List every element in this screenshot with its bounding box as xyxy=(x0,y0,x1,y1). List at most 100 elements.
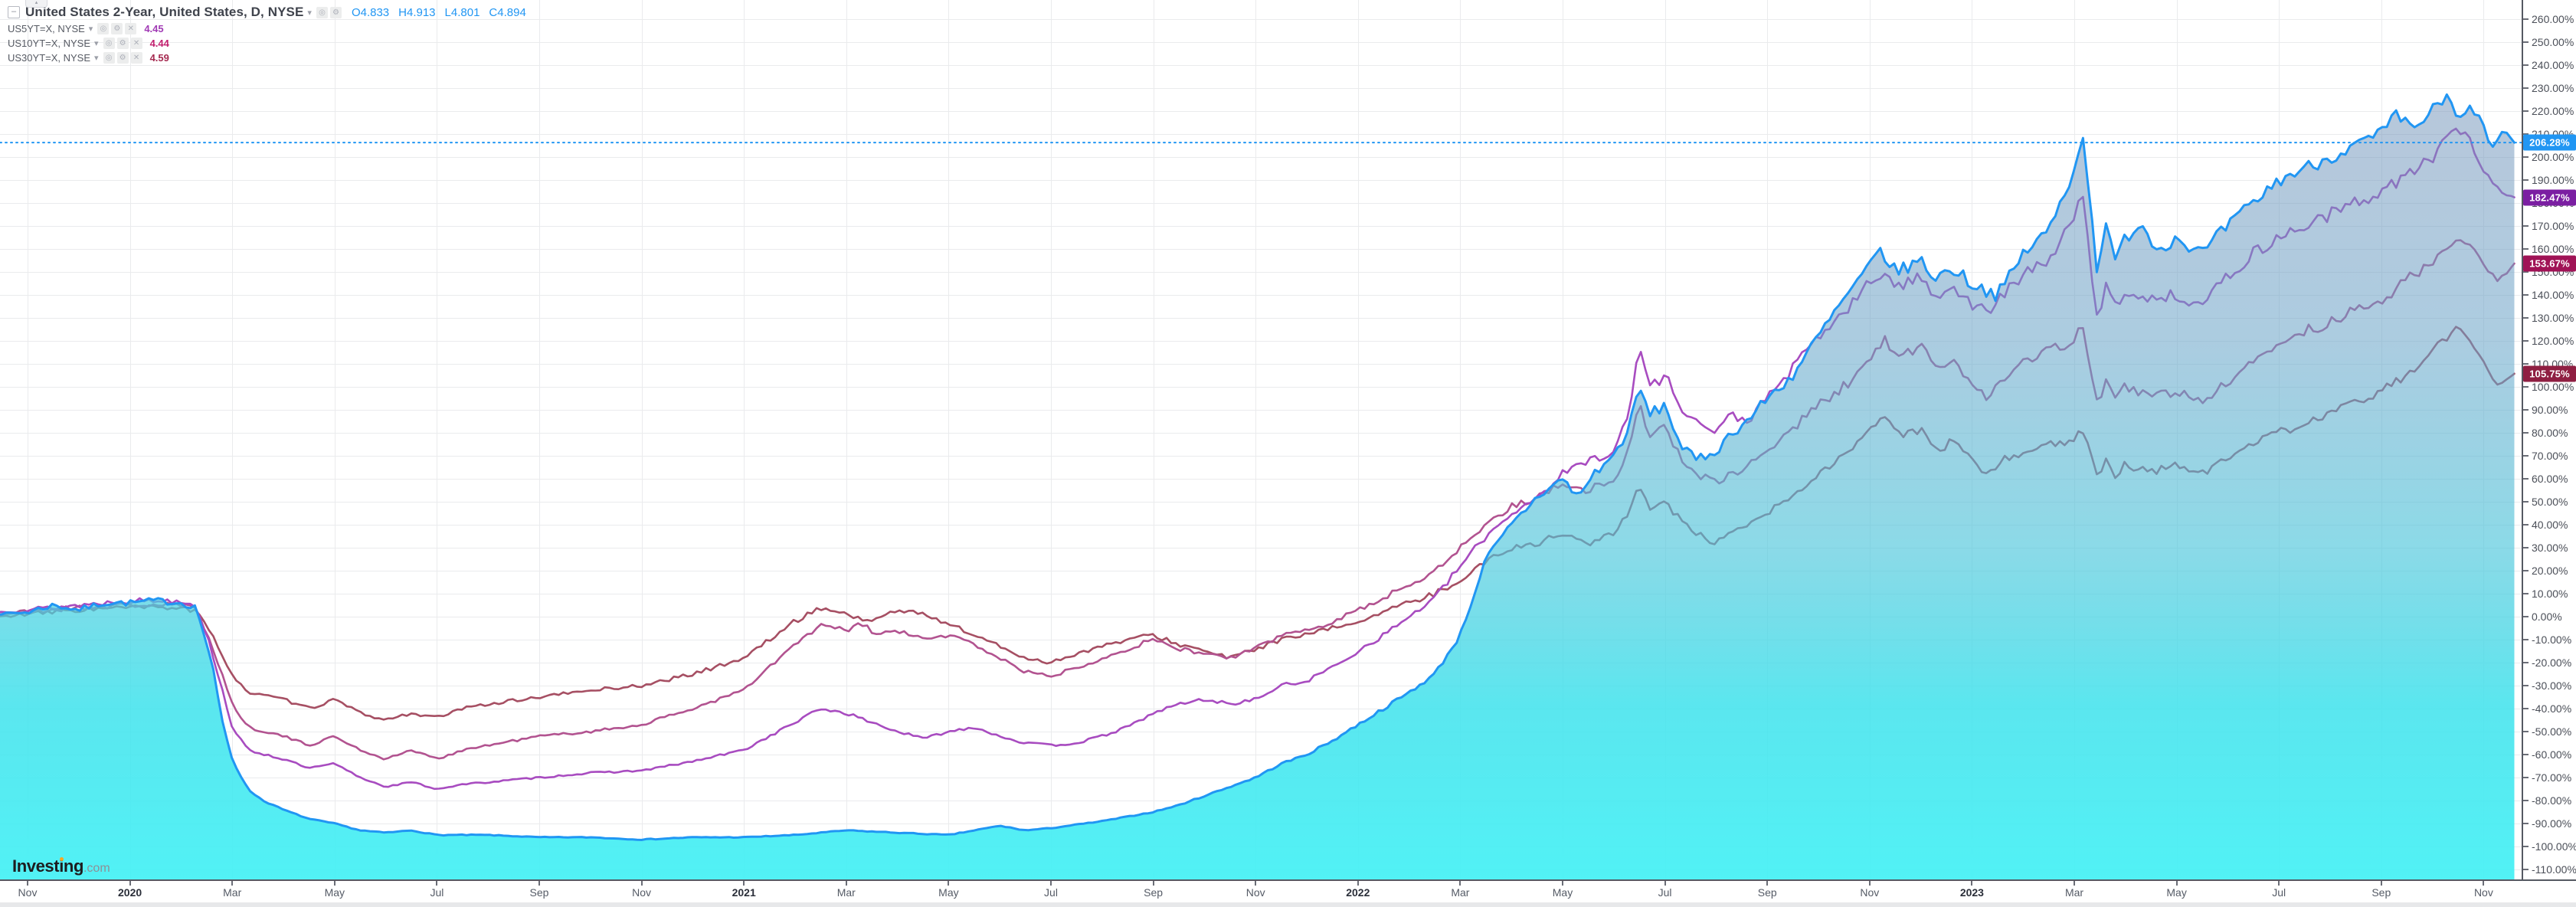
gear-icon[interactable]: ⚙ xyxy=(329,6,342,18)
price-tick-label: 200.00% xyxy=(2532,151,2574,163)
chart-plot-area[interactable] xyxy=(0,0,2522,879)
price-value-badge: 105.75% xyxy=(2523,365,2576,382)
main-symbol-row: – United States 2-Year, United States, D… xyxy=(8,5,526,19)
time-tick-mark xyxy=(1255,881,1257,886)
price-tick-mark xyxy=(2523,570,2529,571)
price-tick-label: 230.00% xyxy=(2532,82,2574,94)
price-tick-mark xyxy=(2523,800,2529,801)
time-tick-mark xyxy=(27,881,28,886)
legend-series-row: US10YT=X, NYSE ▾ ◎ ⚙ ✕ 4.44 xyxy=(8,37,526,49)
time-tick-label: May xyxy=(324,886,345,899)
price-tick-label: 60.00% xyxy=(2532,473,2568,485)
time-tick-label: 2023 xyxy=(1959,886,1984,899)
price-tick-mark xyxy=(2523,731,2529,732)
time-tick-label: Jul xyxy=(1044,886,1058,899)
chevron-down-icon[interactable]: ▾ xyxy=(94,53,99,63)
price-axis[interactable]: 260.00%250.00%240.00%230.00%220.00%210.0… xyxy=(2522,0,2576,879)
time-tick-label: Mar xyxy=(223,886,242,899)
chevron-down-icon[interactable]: ▾ xyxy=(307,8,312,18)
price-tick-mark xyxy=(2523,754,2529,755)
price-tick-mark xyxy=(2523,501,2529,503)
price-value-badge: 153.67% xyxy=(2523,255,2576,272)
price-tick-mark xyxy=(2523,478,2529,480)
price-tick-label: -10.00% xyxy=(2532,634,2572,646)
price-tick-label: 250.00% xyxy=(2532,36,2574,48)
series-symbol[interactable]: US5YT=X, NYSE xyxy=(8,22,85,34)
close-icon[interactable]: ✕ xyxy=(130,51,142,64)
price-tick-mark xyxy=(2523,708,2529,709)
price-tick-mark xyxy=(2523,248,2529,250)
price-tick-mark xyxy=(2523,823,2529,824)
time-tick-mark xyxy=(2278,881,2280,886)
time-tick-mark xyxy=(2483,881,2485,886)
time-tick-mark xyxy=(743,881,745,886)
legend-series-row: US30YT=X, NYSE ▾ ◎ ⚙ ✕ 4.59 xyxy=(8,51,526,64)
price-tick-label: 160.00% xyxy=(2532,243,2574,255)
price-tick-label: -100.00% xyxy=(2532,840,2576,853)
price-tick-label: 130.00% xyxy=(2532,312,2574,324)
price-tick-label: 100.00% xyxy=(2532,381,2574,393)
price-tick-label: 70.00% xyxy=(2532,450,2568,462)
time-tick-mark xyxy=(2175,881,2178,886)
time-tick-mark xyxy=(640,881,643,886)
gear-icon[interactable]: ⚙ xyxy=(111,22,123,34)
time-tick-label: 2021 xyxy=(732,886,756,899)
series-symbol[interactable]: US30YT=X, NYSE xyxy=(8,51,91,64)
time-tick-mark xyxy=(2074,881,2075,886)
time-tick-mark xyxy=(1766,881,1769,886)
main-series-area xyxy=(0,94,2515,879)
time-tick-label: Nov xyxy=(18,886,38,899)
price-tick-label: -110.00% xyxy=(2532,863,2576,876)
gear-icon[interactable]: ⚙ xyxy=(116,51,129,64)
price-tick-label: 90.00% xyxy=(2532,404,2568,416)
time-tick-mark xyxy=(845,881,847,886)
eye-icon[interactable]: ◎ xyxy=(103,51,115,64)
eye-icon[interactable]: ◎ xyxy=(316,6,328,18)
price-tick-mark xyxy=(2523,662,2529,663)
logo-text: Investing xyxy=(12,856,83,876)
price-tick-label: -80.00% xyxy=(2532,794,2572,807)
price-tick-mark xyxy=(2523,846,2529,847)
time-tick-label: Jul xyxy=(430,886,444,899)
chart-canvas[interactable] xyxy=(0,0,2522,879)
close-icon[interactable]: ✕ xyxy=(130,37,142,49)
investing-com-logo[interactable]: Investing.com xyxy=(12,856,110,876)
time-tick-label: Sep xyxy=(1757,886,1777,899)
price-tick-mark xyxy=(2523,547,2529,548)
chevron-down-icon[interactable]: ▾ xyxy=(94,38,99,48)
pane-collapse-tab[interactable]: ▴ xyxy=(25,0,47,8)
high-value: H4.913 xyxy=(398,5,436,19)
price-tick-mark xyxy=(2523,593,2529,594)
close-icon[interactable]: ✕ xyxy=(125,22,137,34)
time-tick-mark xyxy=(1868,881,1871,886)
price-tick-mark xyxy=(2523,363,2529,365)
time-axis[interactable]: Nov 2020 Mar May Jul Sep Nov 2021 Mar May Jul Sep No… xyxy=(0,879,2576,902)
chevron-up-icon: ▴ xyxy=(34,0,38,5)
legend-series-row: US5YT=X, NYSE ▾ ◎ ⚙ ✕ 4.45 xyxy=(8,22,526,34)
price-tick-mark xyxy=(2523,271,2529,273)
price-tick-label: 10.00% xyxy=(2532,588,2568,600)
price-tick-mark xyxy=(2523,685,2529,686)
price-tick-label: 220.00% xyxy=(2532,105,2574,117)
price-tick-label: -70.00% xyxy=(2532,771,2572,784)
eye-icon[interactable]: ◎ xyxy=(97,22,110,34)
time-tick-label: May xyxy=(1552,886,1573,899)
price-value-badge: 182.47% xyxy=(2523,189,2576,206)
eye-icon[interactable]: ◎ xyxy=(103,37,115,49)
time-tick-mark xyxy=(1050,881,1052,886)
time-tick-label: Sep xyxy=(1144,886,1164,899)
symbol-title[interactable]: United States 2-Year, United States, D, … xyxy=(25,5,304,19)
time-tick-label: Sep xyxy=(2371,886,2391,899)
price-tick-label: 260.00% xyxy=(2532,13,2574,25)
legend-collapse-icon[interactable]: – xyxy=(8,6,20,18)
time-tick-mark xyxy=(2380,881,2382,886)
time-tick-label: Jul xyxy=(2272,886,2286,899)
price-tick-label: -50.00% xyxy=(2532,725,2572,738)
chevron-down-icon[interactable]: ▾ xyxy=(88,24,93,34)
price-tick-mark xyxy=(2523,317,2529,319)
open-value: O4.833 xyxy=(351,5,390,19)
gear-icon[interactable]: ⚙ xyxy=(116,37,129,49)
series-symbol[interactable]: US10YT=X, NYSE xyxy=(8,37,91,49)
price-tick-mark xyxy=(2523,18,2529,20)
